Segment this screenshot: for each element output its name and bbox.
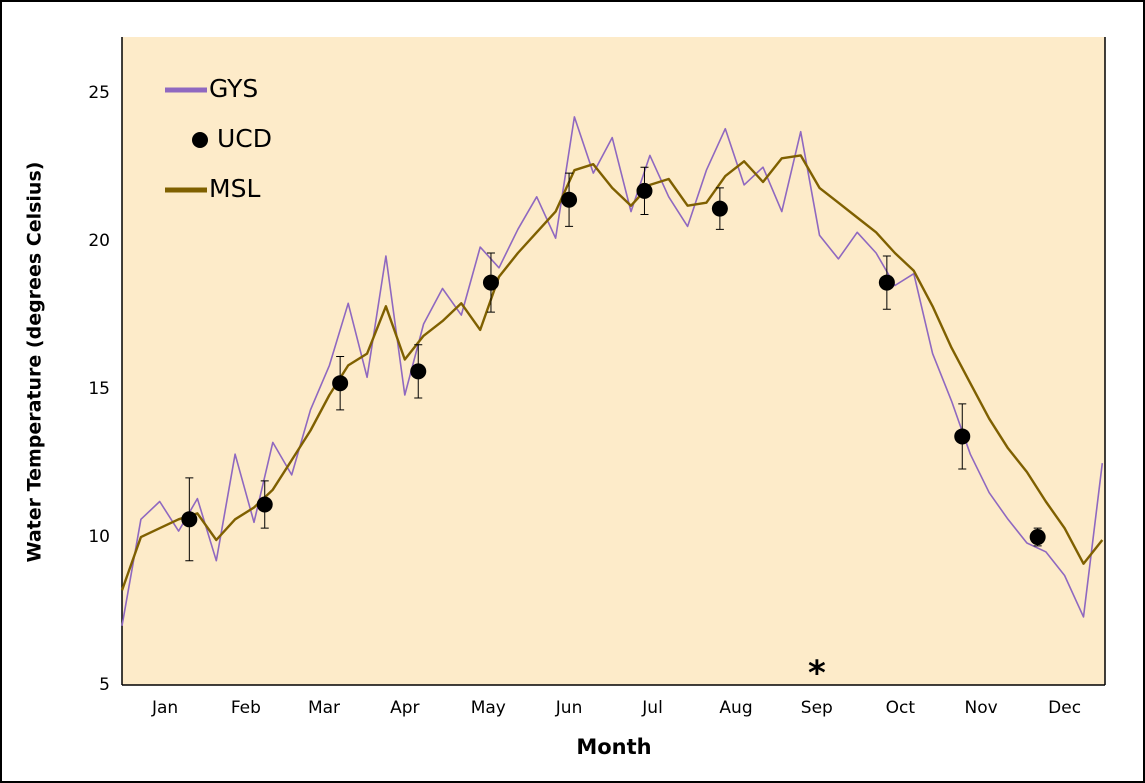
x-tick-label: Jan [151,698,178,718]
data-point [636,182,653,199]
legend-label: MSL [209,174,260,203]
x-tick-label: Nov [965,698,998,718]
data-point [332,375,349,392]
x-axis-title: Month [576,735,651,759]
x-tick-label: Feb [231,698,261,718]
y-axis-title: Water Temperature (degrees Celsius) [24,162,46,563]
x-tick-label: Jun [555,698,583,718]
data-point [954,428,971,445]
x-tick-label: Oct [886,698,916,718]
x-tick-label: Mar [308,698,340,718]
annotation: * [808,654,826,694]
data-point [878,274,895,291]
x-tick-label: Dec [1048,698,1081,718]
data-line [121,116,1104,626]
legend-marker [192,132,208,148]
legend-label: GYS [209,74,258,103]
data-point [561,191,578,208]
data-point [181,511,198,528]
y-tick-label: 10 [88,527,110,547]
x-tick-label: Sep [801,698,833,718]
x-tick-label: Aug [719,698,752,718]
x-tick-label: May [471,698,506,718]
y-tick-label: 5 [99,675,110,695]
data-point [711,200,728,217]
data-point [1029,529,1046,546]
data-point [482,274,499,291]
legend-label: UCD [217,124,272,153]
x-tick-label: Apr [390,698,419,718]
y-tick-label: 20 [88,231,110,251]
x-tick-label: Jul [641,698,663,718]
y-tick-label: 15 [88,379,110,399]
data-point [256,496,273,513]
data-line [120,154,1104,591]
y-tick-label: 25 [88,83,110,103]
data-point [410,363,427,380]
